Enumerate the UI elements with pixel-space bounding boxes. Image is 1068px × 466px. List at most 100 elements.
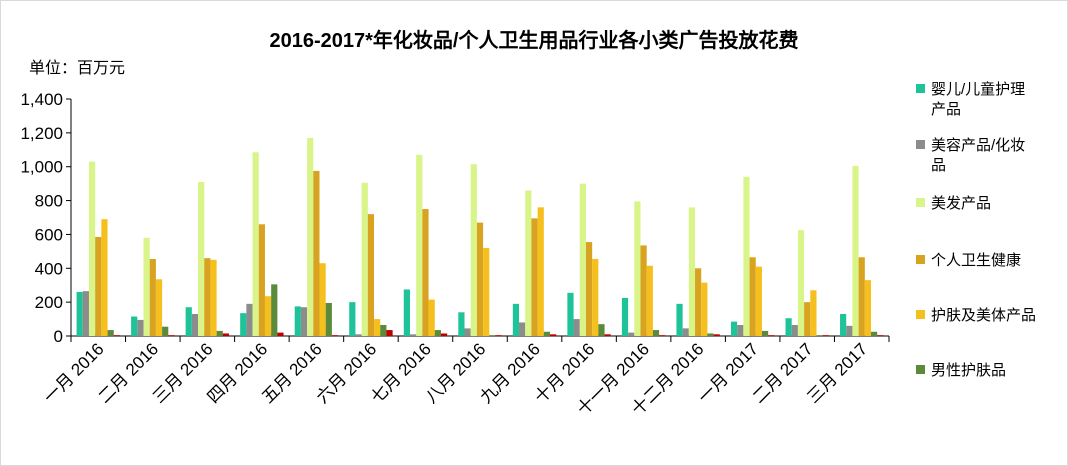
bar <box>495 335 502 336</box>
bar <box>695 268 702 336</box>
bar <box>476 222 484 336</box>
y-tick-label: 1,400 <box>20 90 63 109</box>
bar <box>659 335 666 336</box>
bar <box>240 313 247 336</box>
bar <box>252 152 259 336</box>
bar <box>107 330 114 336</box>
bar <box>621 297 629 336</box>
bar <box>737 325 744 336</box>
bar <box>846 325 853 336</box>
chart-title: 2016-2017*年化妆品/个人卫生用品行业各小类广告投放花费 <box>270 28 799 52</box>
bar <box>313 170 320 336</box>
bar <box>567 292 574 336</box>
bar <box>191 313 199 336</box>
bar <box>422 209 429 336</box>
legend-label: 品 <box>931 157 946 174</box>
bar <box>264 296 272 336</box>
bar <box>294 306 301 337</box>
bar <box>162 326 169 336</box>
y-axis: 0 200 400 600 800 1,000 1,200 1,400 <box>20 90 72 346</box>
legend-label: 产品 <box>931 101 961 118</box>
bar <box>319 263 326 336</box>
bar <box>598 324 605 336</box>
legend-label: 男性护肤品 <box>931 362 1006 379</box>
bar <box>730 321 738 336</box>
bar <box>440 333 448 336</box>
legend-swatch <box>916 310 925 319</box>
bar <box>355 334 362 336</box>
y-tick-label: 0 <box>54 327 63 346</box>
bar <box>137 319 144 336</box>
bar <box>810 290 817 336</box>
bar <box>470 164 477 336</box>
bar <box>409 334 417 336</box>
bar <box>374 319 381 336</box>
bar <box>701 282 708 336</box>
x-axis <box>70 335 890 342</box>
bar <box>682 328 689 336</box>
bar <box>768 335 775 336</box>
bar <box>271 284 278 336</box>
bar <box>604 334 611 336</box>
bar <box>458 312 465 336</box>
bar <box>464 328 471 336</box>
bars-group <box>76 137 884 337</box>
bar <box>852 165 859 336</box>
bar <box>652 330 660 336</box>
legend-label: 美容产品/化妆 <box>931 137 1025 154</box>
bar <box>871 331 878 336</box>
bar <box>168 335 175 336</box>
legend-swatch <box>916 84 925 93</box>
bar <box>95 236 102 336</box>
bar <box>791 325 798 336</box>
y-tick-label: 1,200 <box>20 124 63 143</box>
bar <box>579 183 586 336</box>
bar <box>277 332 284 336</box>
y-tick-label: 200 <box>35 293 63 312</box>
legend-label: 美发产品 <box>931 195 991 212</box>
bar <box>325 302 332 336</box>
bar <box>489 335 496 336</box>
bar <box>585 242 593 336</box>
unit-label: 单位：百万元 <box>29 59 125 77</box>
bar <box>688 207 696 336</box>
bar <box>155 279 163 336</box>
bar <box>185 307 192 336</box>
bar <box>676 303 683 336</box>
bar <box>573 319 580 336</box>
bar <box>640 245 647 336</box>
y-tick-label: 1,000 <box>20 158 63 177</box>
bar <box>804 302 811 336</box>
bar <box>816 335 823 336</box>
bar <box>550 334 557 336</box>
bar <box>628 332 635 336</box>
bar <box>82 291 89 336</box>
bar <box>258 224 265 336</box>
bar <box>361 182 368 336</box>
bar <box>428 299 435 336</box>
legend-label: 护肤及美体产品 <box>931 307 1036 324</box>
bar <box>210 259 217 336</box>
bar <box>76 291 83 336</box>
legend-swatch <box>916 198 925 207</box>
bar <box>707 333 714 336</box>
bar <box>749 257 756 336</box>
bar <box>113 335 120 336</box>
bar <box>483 247 490 336</box>
bar <box>755 266 762 336</box>
bar <box>797 230 805 336</box>
legend-swatch <box>916 140 925 149</box>
legend-label: 个人卫生健康 <box>931 252 1021 269</box>
bar <box>380 325 387 336</box>
bar <box>222 333 230 336</box>
bar <box>761 330 769 336</box>
bar <box>840 313 847 336</box>
bar <box>434 330 441 336</box>
bar <box>386 330 393 336</box>
bar <box>367 214 375 336</box>
bar <box>198 181 205 336</box>
bar <box>646 265 653 336</box>
bar <box>537 207 544 336</box>
